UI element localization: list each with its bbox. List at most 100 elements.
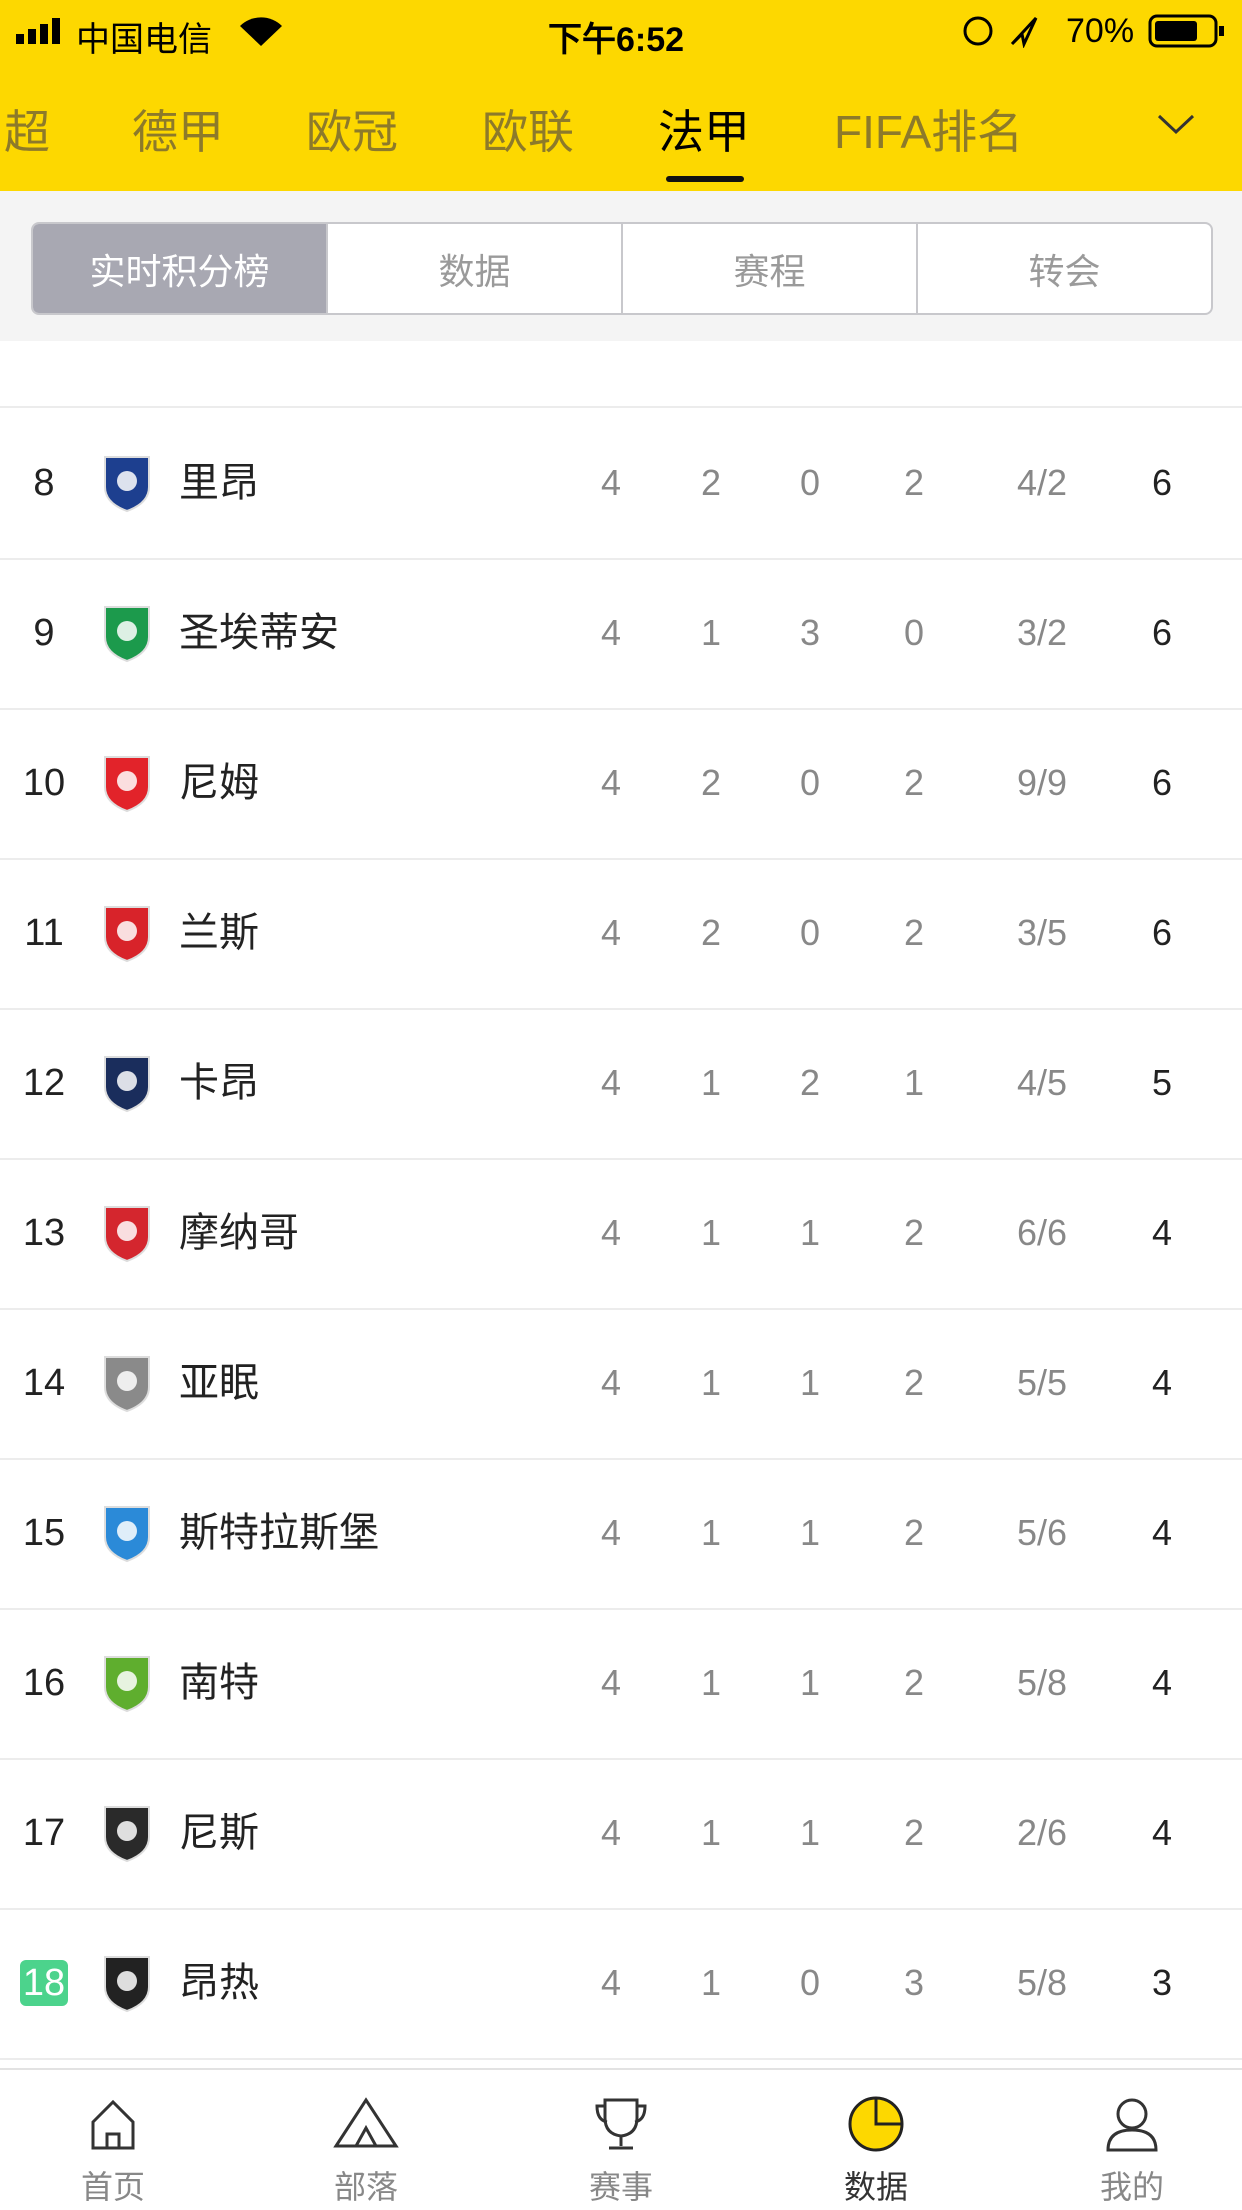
stat-goals: 5/8 <box>1016 1662 1068 1703</box>
stat-lost: 3 <box>903 1962 925 2003</box>
league-tab[interactable]: 法甲 <box>658 106 750 158</box>
stat-goals: 3/2 <box>1016 612 1068 653</box>
nav-icon <box>595 2098 647 2150</box>
stat-points: 6 <box>1151 612 1173 653</box>
nav-icon <box>91 2099 135 2150</box>
stat-won: 1 <box>700 1362 722 1403</box>
team-name: 尼斯 <box>179 1811 259 1855</box>
nav-icon <box>333 2097 399 2148</box>
nav-label: 数据 <box>843 2169 908 2205</box>
stat-drawn: 0 <box>799 1962 821 2003</box>
standings-row[interactable]: 9 圣埃蒂安 4 1 3 0 3/2 6 <box>0 558 1242 710</box>
stat-goals: 5/5 <box>1016 1362 1068 1403</box>
rank: 18 <box>20 1960 68 2006</box>
nav-item[interactable]: 数据 <box>796 2070 956 2210</box>
stat-points: 4 <box>1151 1812 1173 1853</box>
segment-button[interactable]: 转会 <box>916 224 1211 313</box>
rank: 8 <box>33 462 55 504</box>
standings-row[interactable]: 14 亚眠 4 1 1 2 5/5 4 <box>0 1308 1242 1460</box>
stat-played: 4 <box>600 1212 622 1253</box>
stat-played: 4 <box>600 1362 622 1403</box>
standings-row[interactable]: 15 斯特拉斯堡 4 1 1 2 5/6 4 <box>0 1458 1242 1610</box>
stat-lost: 2 <box>903 762 925 803</box>
team-name: 圣埃蒂安 <box>179 611 339 655</box>
standings-row[interactable]: 10 尼姆 4 2 0 2 9/9 6 <box>0 708 1242 860</box>
team-name: 昂热 <box>179 1961 259 2005</box>
stat-played: 4 <box>600 762 622 803</box>
team-logo <box>104 1056 150 1113</box>
nav-icon <box>1106 2098 1158 2152</box>
stat-played: 4 <box>600 1812 622 1853</box>
stat-points: 4 <box>1151 1662 1173 1703</box>
team-name: 斯特拉斯堡 <box>179 1511 379 1555</box>
stat-lost: 2 <box>903 1212 925 1253</box>
standings-row[interactable]: 13 摩纳哥 4 1 1 2 6/6 4 <box>0 1158 1242 1310</box>
rank: 17 <box>22 1812 66 1854</box>
team-name: 尼姆 <box>179 761 259 805</box>
nav-item[interactable]: 我的 <box>1052 2070 1212 2210</box>
bottom-nav: 首页 部落 赛事 数据 我的 <box>0 2068 1242 2210</box>
team-name: 南特 <box>179 1661 259 1705</box>
rank: 9 <box>33 612 55 654</box>
nav-item[interactable]: 部落 <box>286 2070 446 2210</box>
stat-points: 3 <box>1151 1962 1173 2003</box>
team-logo <box>104 1656 150 1713</box>
standings-row[interactable]: 11 兰斯 4 2 0 2 3/5 6 <box>0 858 1242 1010</box>
team-logo <box>104 1806 150 1863</box>
stat-drawn: 0 <box>799 912 821 953</box>
stat-lost: 2 <box>903 462 925 503</box>
stat-goals: 3/5 <box>1016 912 1068 953</box>
league-tab[interactable]: 欧联 <box>482 106 574 158</box>
stat-points: 4 <box>1151 1512 1173 1553</box>
stat-goals: 5/6 <box>1016 1512 1068 1553</box>
stat-played: 4 <box>600 1062 622 1103</box>
rank: 10 <box>22 762 66 804</box>
carrier: 中国电信 <box>76 21 212 59</box>
expand-tabs[interactable] <box>1156 112 1196 138</box>
segment-button[interactable]: 赛程 <box>621 224 916 313</box>
stat-drawn: 0 <box>799 762 821 803</box>
stat-played: 4 <box>600 612 622 653</box>
standings-row[interactable]: 8 里昂 4 2 0 2 4/2 6 <box>0 408 1242 560</box>
nav-item[interactable]: 首页 <box>33 2070 193 2210</box>
team-name: 兰斯 <box>179 911 259 955</box>
stat-won: 1 <box>700 1212 722 1253</box>
stat-goals: 9/9 <box>1016 762 1068 803</box>
stat-drawn: 2 <box>799 1062 821 1103</box>
stat-played: 4 <box>600 462 622 503</box>
segment-strip: 实时积分榜 数据 赛程 转会 <box>0 191 1242 341</box>
segment-control: 实时积分榜 数据 赛程 转会 <box>31 222 1213 315</box>
team-name: 卡昂 <box>179 1061 259 1105</box>
stat-goals: 4/5 <box>1016 1062 1068 1103</box>
stat-points: 4 <box>1151 1362 1173 1403</box>
standings-row[interactable]: 12 卡昂 4 1 2 1 4/5 5 <box>0 1008 1242 1160</box>
tab-underline <box>666 176 744 182</box>
stat-won: 1 <box>700 1962 722 2003</box>
stat-lost: 2 <box>903 1812 925 1853</box>
team-logo <box>104 906 150 963</box>
segment-button[interactable]: 实时积分榜 <box>33 224 326 313</box>
stat-won: 1 <box>700 1062 722 1103</box>
segment-button[interactable]: 数据 <box>326 224 621 313</box>
stat-goals: 2/6 <box>1016 1812 1068 1853</box>
team-logo <box>104 606 150 663</box>
league-tab[interactable]: FIFA排名 <box>834 106 1024 158</box>
league-tab[interactable]: 超 <box>4 106 50 158</box>
stat-won: 2 <box>700 462 722 503</box>
nav-item[interactable]: 赛事 <box>541 2070 701 2210</box>
team-logo <box>104 456 150 513</box>
stat-played: 4 <box>600 1512 622 1553</box>
stat-goals: 5/8 <box>1016 1962 1068 2003</box>
standings-row[interactable]: 18 昂热 4 1 0 3 5/8 3 <box>0 1908 1242 2060</box>
battery-icon <box>1148 14 1224 48</box>
league-tab[interactable]: 欧冠 <box>306 106 398 158</box>
stat-lost: 2 <box>903 1512 925 1553</box>
nav-label: 我的 <box>1099 2169 1164 2205</box>
signal-icon <box>16 18 60 44</box>
standings-row[interactable]: 17 尼斯 4 1 1 2 2/6 4 <box>0 1758 1242 1910</box>
stat-points: 6 <box>1151 462 1173 503</box>
nav-label: 首页 <box>80 2169 145 2205</box>
league-tab[interactable]: 德甲 <box>132 106 224 158</box>
standings-row[interactable]: 16 南特 4 1 1 2 5/8 4 <box>0 1608 1242 1760</box>
